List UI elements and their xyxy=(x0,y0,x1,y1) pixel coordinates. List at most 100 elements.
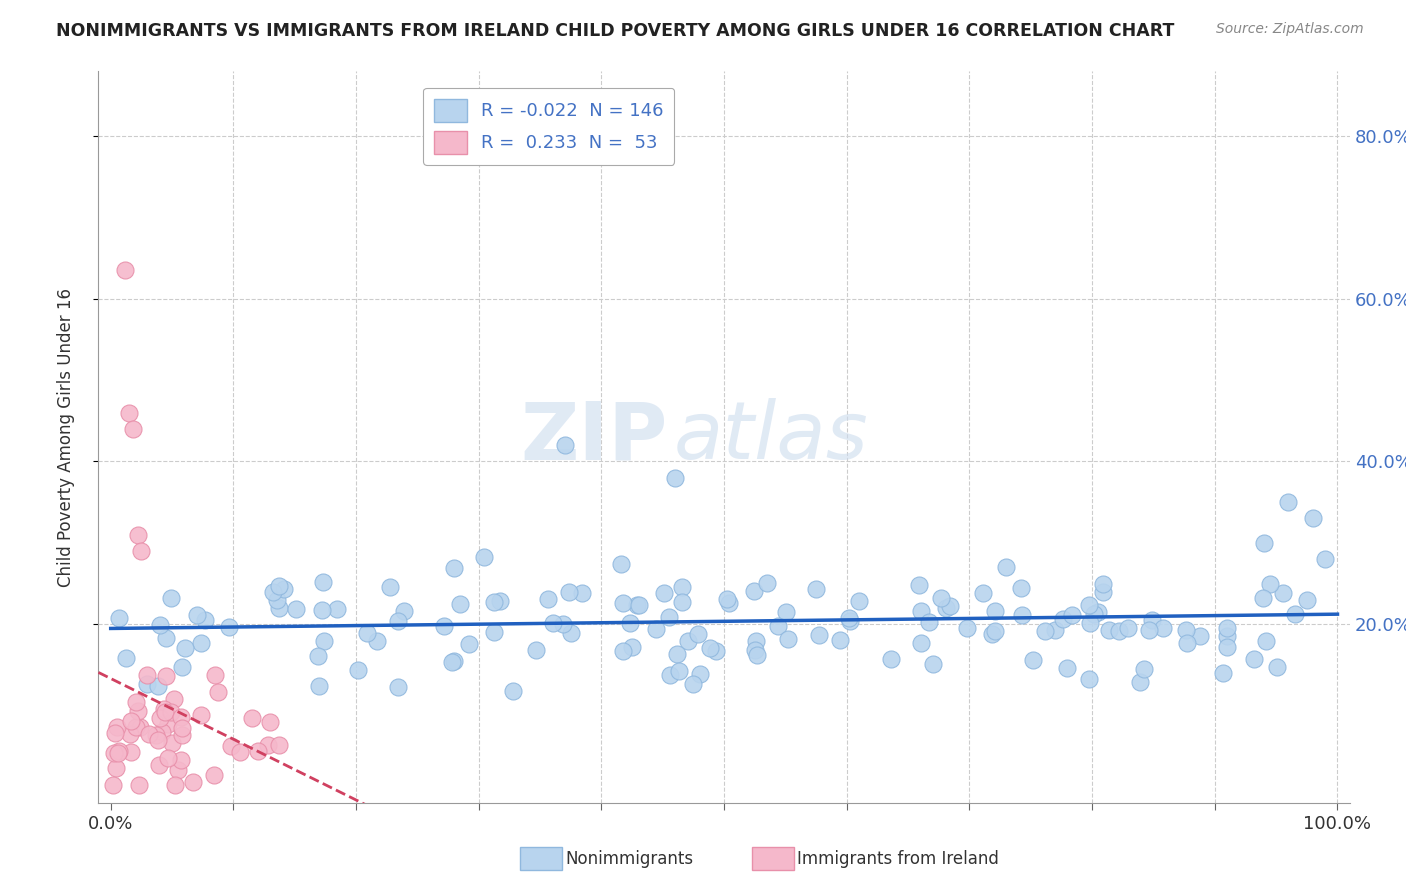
Point xyxy=(804,582,827,596)
Point xyxy=(1175,636,1198,650)
Point xyxy=(1174,623,1197,637)
Point xyxy=(118,727,141,741)
Text: Immigrants from Ireland: Immigrants from Ireland xyxy=(797,850,1000,868)
Point xyxy=(1272,586,1295,600)
Point xyxy=(704,644,727,658)
Point xyxy=(671,580,693,594)
Point xyxy=(104,726,127,740)
Point xyxy=(880,652,903,666)
Point xyxy=(165,778,187,792)
Point xyxy=(163,692,186,706)
Point xyxy=(160,706,183,720)
Point xyxy=(558,585,581,599)
Point xyxy=(571,585,593,599)
Point xyxy=(101,778,124,792)
Point xyxy=(744,584,766,599)
Point xyxy=(908,578,931,592)
Point xyxy=(160,736,183,750)
Point xyxy=(482,595,505,609)
Point xyxy=(107,744,129,758)
Point xyxy=(1216,629,1239,643)
Point xyxy=(610,557,633,571)
Point xyxy=(745,634,768,648)
Point xyxy=(1011,608,1033,623)
Point xyxy=(312,575,335,590)
Point xyxy=(652,586,675,600)
Point xyxy=(744,643,766,657)
Point xyxy=(807,628,830,642)
Text: ZIP: ZIP xyxy=(520,398,668,476)
Point xyxy=(745,648,768,662)
Point xyxy=(1253,535,1275,549)
Point xyxy=(1133,661,1156,675)
Point xyxy=(170,721,193,735)
Point xyxy=(155,632,177,646)
Point xyxy=(259,714,281,729)
Point xyxy=(450,597,472,611)
Point xyxy=(153,705,176,719)
Point xyxy=(219,739,242,754)
Text: atlas: atlas xyxy=(673,398,869,476)
Point xyxy=(194,613,217,627)
Point xyxy=(173,641,195,656)
Point xyxy=(170,660,193,674)
Point xyxy=(955,621,977,635)
Point xyxy=(935,601,957,615)
Text: Source: ZipAtlas.com: Source: ZipAtlas.com xyxy=(1216,22,1364,37)
Point xyxy=(1116,621,1139,635)
Point xyxy=(489,594,512,608)
Point xyxy=(917,615,939,629)
Point xyxy=(612,596,634,610)
Point xyxy=(267,579,290,593)
Point xyxy=(838,614,860,628)
Point xyxy=(269,600,291,615)
Point xyxy=(247,744,270,758)
Point xyxy=(125,720,148,734)
Point xyxy=(285,601,308,615)
Point xyxy=(186,607,208,622)
Point xyxy=(105,720,128,734)
Point xyxy=(981,626,1004,640)
Point xyxy=(699,641,721,656)
Point xyxy=(443,561,465,575)
Point xyxy=(457,637,479,651)
Point xyxy=(128,720,150,734)
Point xyxy=(202,768,225,782)
Point xyxy=(1033,624,1056,639)
Point xyxy=(387,614,409,628)
Point xyxy=(482,625,505,640)
Point xyxy=(766,618,789,632)
Point xyxy=(658,610,681,624)
Point xyxy=(972,586,994,600)
Point xyxy=(1256,633,1278,648)
Point xyxy=(107,746,129,760)
Point xyxy=(181,775,204,789)
Point xyxy=(689,667,711,681)
Point xyxy=(392,605,415,619)
Point xyxy=(716,591,738,606)
Point xyxy=(131,544,153,558)
Point xyxy=(1108,624,1130,639)
Point xyxy=(1056,661,1078,675)
Point xyxy=(170,710,193,724)
Point xyxy=(207,685,229,699)
Text: Nonimmigrants: Nonimmigrants xyxy=(565,850,693,868)
Point xyxy=(267,738,290,752)
Point xyxy=(1212,665,1234,680)
Point xyxy=(626,598,648,612)
Point xyxy=(994,560,1017,574)
Point xyxy=(104,762,127,776)
Point xyxy=(190,636,212,650)
Point xyxy=(1087,605,1109,619)
Point xyxy=(120,745,142,759)
Point xyxy=(167,763,190,777)
Point xyxy=(554,438,576,452)
Point xyxy=(848,593,870,607)
Point xyxy=(146,732,169,747)
Point xyxy=(1302,511,1324,525)
Point xyxy=(157,717,180,731)
Point xyxy=(1152,621,1174,635)
Point xyxy=(776,632,799,647)
Point xyxy=(560,626,582,640)
Point xyxy=(929,591,952,606)
